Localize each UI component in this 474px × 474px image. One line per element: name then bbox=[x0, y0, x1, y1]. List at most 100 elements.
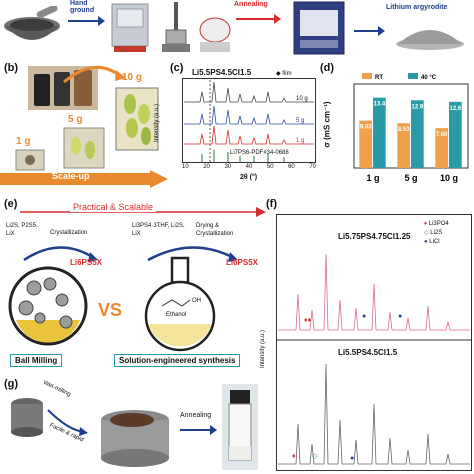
step-lithium-argyrodite: Lithium argyrodite bbox=[386, 4, 448, 11]
left-step: Crystallization bbox=[50, 230, 88, 236]
svg-text:●: ● bbox=[350, 455, 354, 462]
tube-furnace-icon bbox=[199, 17, 231, 52]
xrd-ylabel: Intensity (a.u.) bbox=[154, 103, 161, 143]
mortar-icon bbox=[4, 6, 60, 40]
g-arrow1-label: Wet-milling bbox=[42, 380, 72, 398]
step-annealing: Annealing bbox=[234, 1, 268, 8]
f-top-formula: Li5.75PS4.75Cl1.25 bbox=[338, 232, 411, 241]
right-step: Drying & Crystallization bbox=[196, 223, 234, 237]
curved-arrow-icon bbox=[47, 409, 88, 436]
curved-arrow-icon bbox=[23, 246, 98, 262]
left-reagents: Li2S, P2S5, LiX bbox=[6, 223, 38, 237]
svg-text:◇: ◇ bbox=[312, 453, 318, 460]
panel-b: (b) 10 g 5 g 1 g Scale-up bbox=[0, 60, 170, 190]
bar-rt bbox=[359, 120, 372, 168]
xrd-xlabel: 2θ (°) bbox=[240, 174, 258, 181]
jar-10g bbox=[115, 87, 159, 151]
diamond-outline-icon: ◇ bbox=[424, 230, 431, 236]
xrd-xticks: 10 20 30 40 50 60 70 bbox=[182, 164, 316, 170]
legend-label: LiCl bbox=[429, 239, 440, 245]
arrow-right-icon bbox=[236, 14, 281, 24]
xtick: 10 bbox=[182, 164, 189, 170]
svg-text:●: ● bbox=[362, 313, 366, 320]
legend-label: RT bbox=[375, 75, 383, 81]
f-bottom-formula: Li5.5PS4.5Cl1.5 bbox=[338, 348, 398, 357]
legend-item: ● LiCl bbox=[424, 238, 449, 247]
svg-text:●: ● bbox=[398, 313, 402, 320]
xrd-legend-film: ◆ film bbox=[276, 70, 292, 77]
series-label-10g: 10 g bbox=[296, 96, 308, 102]
panel-c: (c) Li5.5PS4.5Cl1.5 ◆ film Intensity (a.… bbox=[154, 60, 318, 190]
right-reagents: Li3PS4·3THF, Li2S, LiX bbox=[132, 223, 185, 237]
panel-g: (g) Wet-milling Facile & rapid Annealing bbox=[0, 378, 262, 474]
legend-label: Li3PO4 bbox=[428, 221, 449, 227]
xtick: 20 bbox=[203, 164, 210, 170]
right-product: Li6PS5X bbox=[226, 258, 259, 267]
jar-open-icon bbox=[11, 398, 43, 437]
right-caption: Solution-engineered synthesis bbox=[114, 354, 241, 367]
xtick: 50 bbox=[266, 164, 274, 170]
panel-label: (e) bbox=[4, 198, 18, 210]
legend-label: 40 °C bbox=[421, 75, 437, 81]
bar-value-label: 13.4 bbox=[373, 102, 385, 108]
panel-f: (f) Intensity (a.u.) ♦♦ ● ● ◇ ♦ ● Li5.75… bbox=[260, 196, 474, 474]
panel-label: (c) bbox=[170, 62, 184, 74]
curved-arrow-icon bbox=[63, 65, 126, 84]
panel-e: (e) Practical & Scalable Li2S, P2S5, LiX… bbox=[0, 196, 270, 374]
bar-ylabel: σ (mS cm⁻¹) bbox=[322, 101, 332, 148]
stirrer-icon bbox=[162, 2, 190, 52]
bar-value-label: 9.03 bbox=[360, 125, 372, 131]
legend-film-label: film bbox=[282, 71, 292, 77]
xrd-formula: Li5.5PS4.5Cl1.5 bbox=[192, 68, 252, 77]
curved-arrow-icon bbox=[147, 246, 238, 262]
left-caption: Ball Milling bbox=[10, 354, 63, 367]
panel-label: (f) bbox=[266, 198, 277, 210]
vial-label-10g: 10 g bbox=[122, 72, 143, 83]
furnace-icon bbox=[293, 1, 345, 55]
xtick: 70 bbox=[309, 164, 316, 170]
bar-rt bbox=[397, 123, 410, 168]
category-tick-label: 5 g bbox=[404, 173, 417, 183]
glovebox-icon bbox=[111, 3, 149, 52]
legend-item: ◇ Li2S bbox=[424, 229, 449, 238]
oh-label: OH bbox=[192, 298, 201, 304]
bar-40c bbox=[373, 97, 386, 168]
scale-up-arrow-icon bbox=[0, 170, 168, 188]
dot-icon: ● bbox=[424, 239, 430, 245]
vial-label-1g: 1 g bbox=[16, 136, 31, 147]
category-tick-label: 10 g bbox=[440, 173, 458, 183]
legend-swatch bbox=[362, 73, 372, 79]
xtick: 40 bbox=[245, 164, 253, 170]
bar-value-label: 7.60 bbox=[436, 132, 448, 138]
flask-icon bbox=[144, 256, 216, 352]
vs-label: VS bbox=[98, 300, 123, 320]
jar-5g bbox=[63, 127, 105, 169]
bar-rt bbox=[435, 128, 448, 168]
ball-mill-jar bbox=[8, 266, 88, 346]
g-arrow2-label: Annealing bbox=[180, 412, 212, 419]
legend-label: Li2S bbox=[430, 230, 443, 236]
arrow-right-icon bbox=[68, 16, 105, 26]
f-legend: ♦ Li3PO4 ◇ Li2S ● LiCl bbox=[424, 220, 449, 247]
vial-label-5g: 5 g bbox=[68, 114, 83, 125]
legend-swatch bbox=[408, 73, 418, 79]
panel-label: (g) bbox=[4, 378, 19, 390]
powder-pile-icon bbox=[396, 30, 464, 50]
panel-a: Hand ground Annealing Lithium argyrodite bbox=[0, 0, 474, 58]
vials-photo bbox=[28, 66, 98, 110]
step-hand-ground: Hand ground bbox=[70, 0, 95, 14]
legend-item: ♦ Li3PO4 bbox=[424, 220, 449, 229]
category-tick-label: 1 g bbox=[366, 173, 379, 183]
milled-jar-icon bbox=[101, 410, 169, 467]
panel-label: (d) bbox=[320, 62, 335, 74]
f-ylabel: Intensity (a.u.) bbox=[260, 329, 267, 369]
scale-up-label: Scale-up bbox=[52, 171, 90, 181]
arrow-right-icon bbox=[354, 26, 385, 36]
banner-arrow-icon bbox=[20, 207, 266, 217]
bar-40c bbox=[411, 100, 424, 168]
xrd-stacked-plot: ♦♦ ● ● ◇ ♦ ● bbox=[276, 214, 472, 471]
xrd-ref-label: Li7PS6-PDF#34-0688 bbox=[230, 150, 289, 156]
vial-product-icon bbox=[222, 384, 258, 470]
series-label-1g: 1 g bbox=[296, 138, 305, 144]
diamond-icon: ◆ bbox=[276, 71, 283, 77]
